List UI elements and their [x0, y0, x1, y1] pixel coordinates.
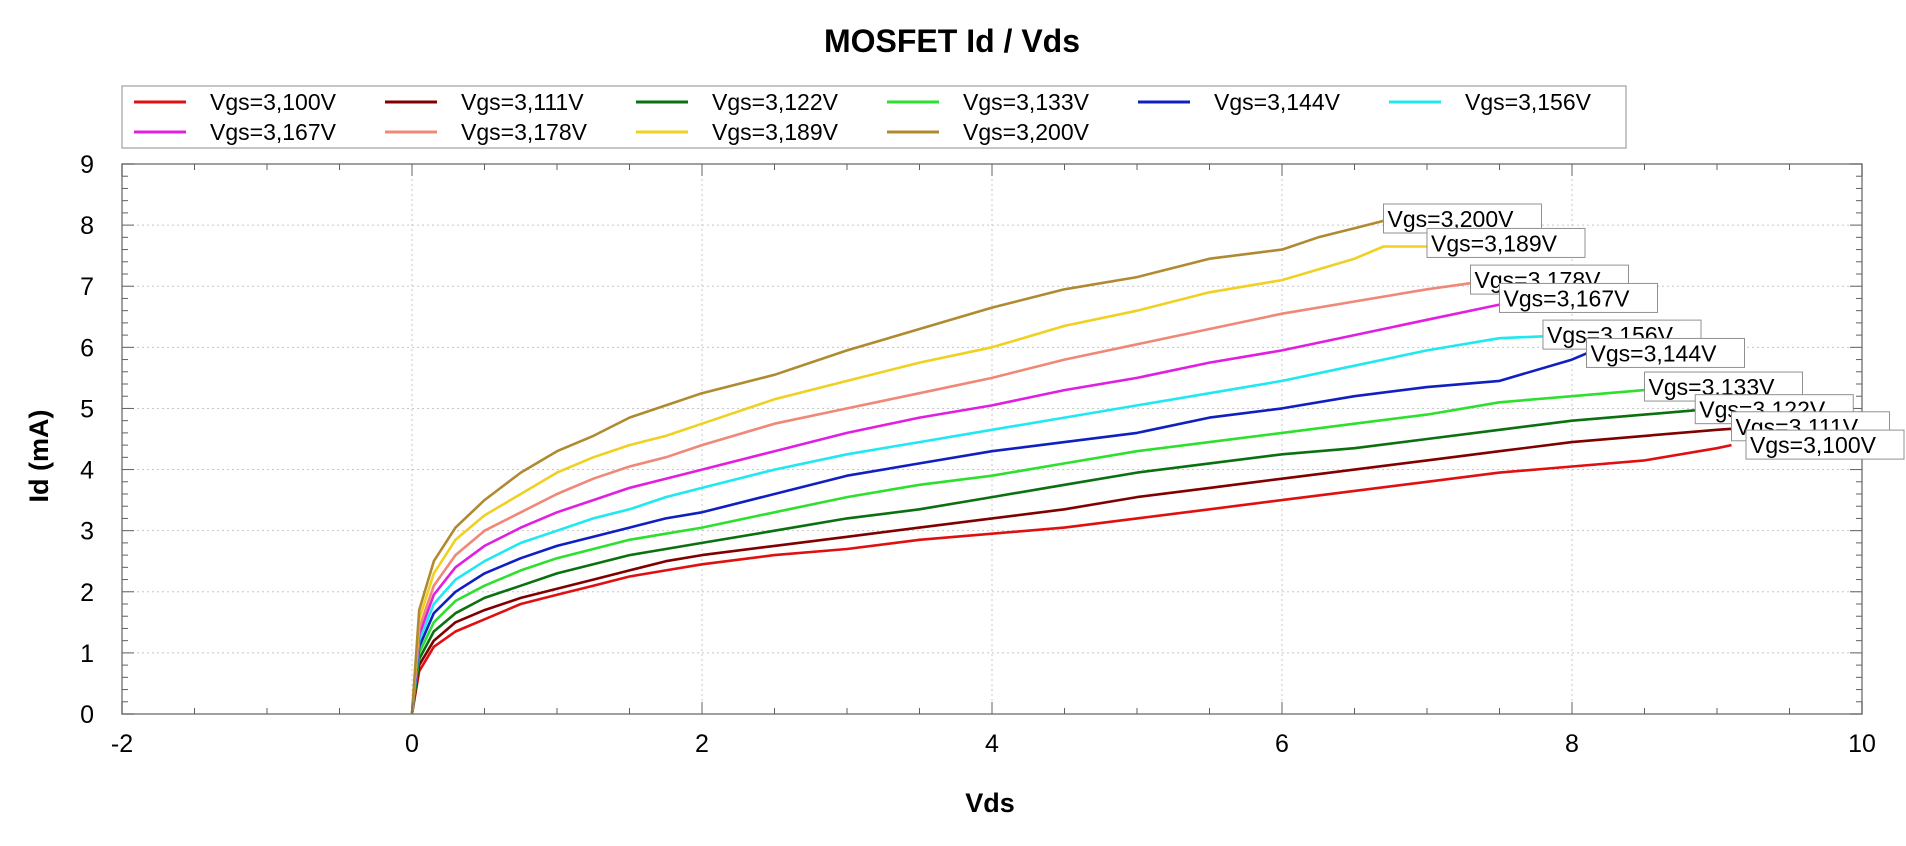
annotation: Vgs=3,189V	[1426, 227, 1586, 258]
chart-title: MOSFET Id / Vds	[824, 23, 1080, 59]
y-tick-label: 2	[80, 579, 94, 607]
series-line-10	[410, 217, 1392, 715]
legend-label: Vgs=3,100V	[210, 89, 337, 115]
legend-label: Vgs=3,156V	[1465, 89, 1592, 115]
annotation-label: Vgs=3,200V	[1388, 206, 1515, 232]
legend-item: Vgs=3,111V	[385, 89, 584, 115]
legend-item: Vgs=3,189V	[636, 119, 839, 145]
annotation-box	[1499, 282, 1658, 313]
series-line-8	[410, 281, 1471, 715]
legend-label: Vgs=3,178V	[461, 119, 588, 145]
series-line-1	[410, 443, 1732, 715]
series-line-3	[410, 404, 1761, 715]
y-tick-label: 3	[80, 518, 94, 546]
y-tick-label: 9	[80, 151, 94, 179]
series-line-2	[410, 425, 1761, 715]
x-tick-label: 2	[695, 730, 709, 758]
legend-label: Vgs=3,167V	[210, 119, 337, 145]
y-tick-label: 7	[80, 273, 94, 301]
y-tick-label: 1	[80, 640, 94, 668]
annotation: Vgs=3,167V	[1499, 282, 1658, 313]
series-layer	[410, 217, 1761, 715]
annotation: Vgs=3,144V	[1586, 337, 1745, 368]
legend-label: Vgs=3,189V	[712, 119, 839, 145]
legend: Vgs=3,100V Vgs=3,111V Vgs=3,122V Vgs=3,133V…	[121, 85, 1627, 149]
legend-item: Vgs=3,144V	[1138, 89, 1341, 115]
x-tick-label: 6	[1275, 730, 1289, 758]
legend-box	[121, 85, 1627, 149]
legend-item: Vgs=3,178V	[385, 119, 588, 145]
annotations: Vgs=3,200VVgs=3,189VVgs=3,178VVgs=3,167V…	[1383, 203, 1905, 460]
series-line-9	[410, 245, 1427, 715]
legend-item: Vgs=3,133V	[887, 89, 1090, 115]
annotation: Vgs=3,100V	[1745, 429, 1905, 460]
legend-label: Vgs=3,122V	[712, 89, 839, 115]
y-tick-label: 8	[80, 212, 94, 240]
x-tick-label: 0	[405, 730, 419, 758]
annotation-label: Vgs=3,189V	[1431, 230, 1558, 256]
annotation-box	[1586, 337, 1745, 368]
legend-item: Vgs=3,167V	[134, 119, 337, 145]
legend-label: Vgs=3,133V	[963, 89, 1090, 115]
series-line-6	[410, 333, 1573, 715]
y-tick-label: 0	[80, 701, 94, 729]
x-tick-label: 4	[985, 730, 999, 758]
legend-label: Vgs=3,200V	[963, 119, 1090, 145]
legend-label: Vgs=3,144V	[1214, 89, 1341, 115]
series-line-7	[410, 297, 1515, 715]
annotation-label: Vgs=3,167V	[1504, 285, 1631, 311]
y-tick-label: 4	[80, 457, 94, 485]
x-tick-label: 8	[1565, 730, 1579, 758]
legend-label: Vgs=3,111V	[461, 89, 584, 115]
y-axis-title: Id (mA)	[24, 410, 54, 503]
y-tick-label: 5	[80, 395, 94, 423]
x-tick-label: -2	[111, 730, 133, 758]
x-axis-title: Vds	[965, 788, 1015, 818]
y-tick-label: 6	[80, 334, 94, 362]
series-line-5	[410, 352, 1588, 715]
annotation-label: Vgs=3,144V	[1591, 340, 1718, 366]
legend-item: Vgs=3,122V	[636, 89, 839, 115]
legend-item: Vgs=3,100V	[134, 89, 337, 115]
x-tick-label: 10	[1848, 730, 1876, 758]
annotation-box	[1426, 227, 1586, 258]
legend-item: Vgs=3,200V	[887, 119, 1090, 145]
annotation-label: Vgs=3,100V	[1750, 432, 1877, 458]
series-line-4	[410, 385, 1660, 715]
legend-item: Vgs=3,156V	[1389, 89, 1592, 115]
annotation-box	[1745, 429, 1905, 460]
